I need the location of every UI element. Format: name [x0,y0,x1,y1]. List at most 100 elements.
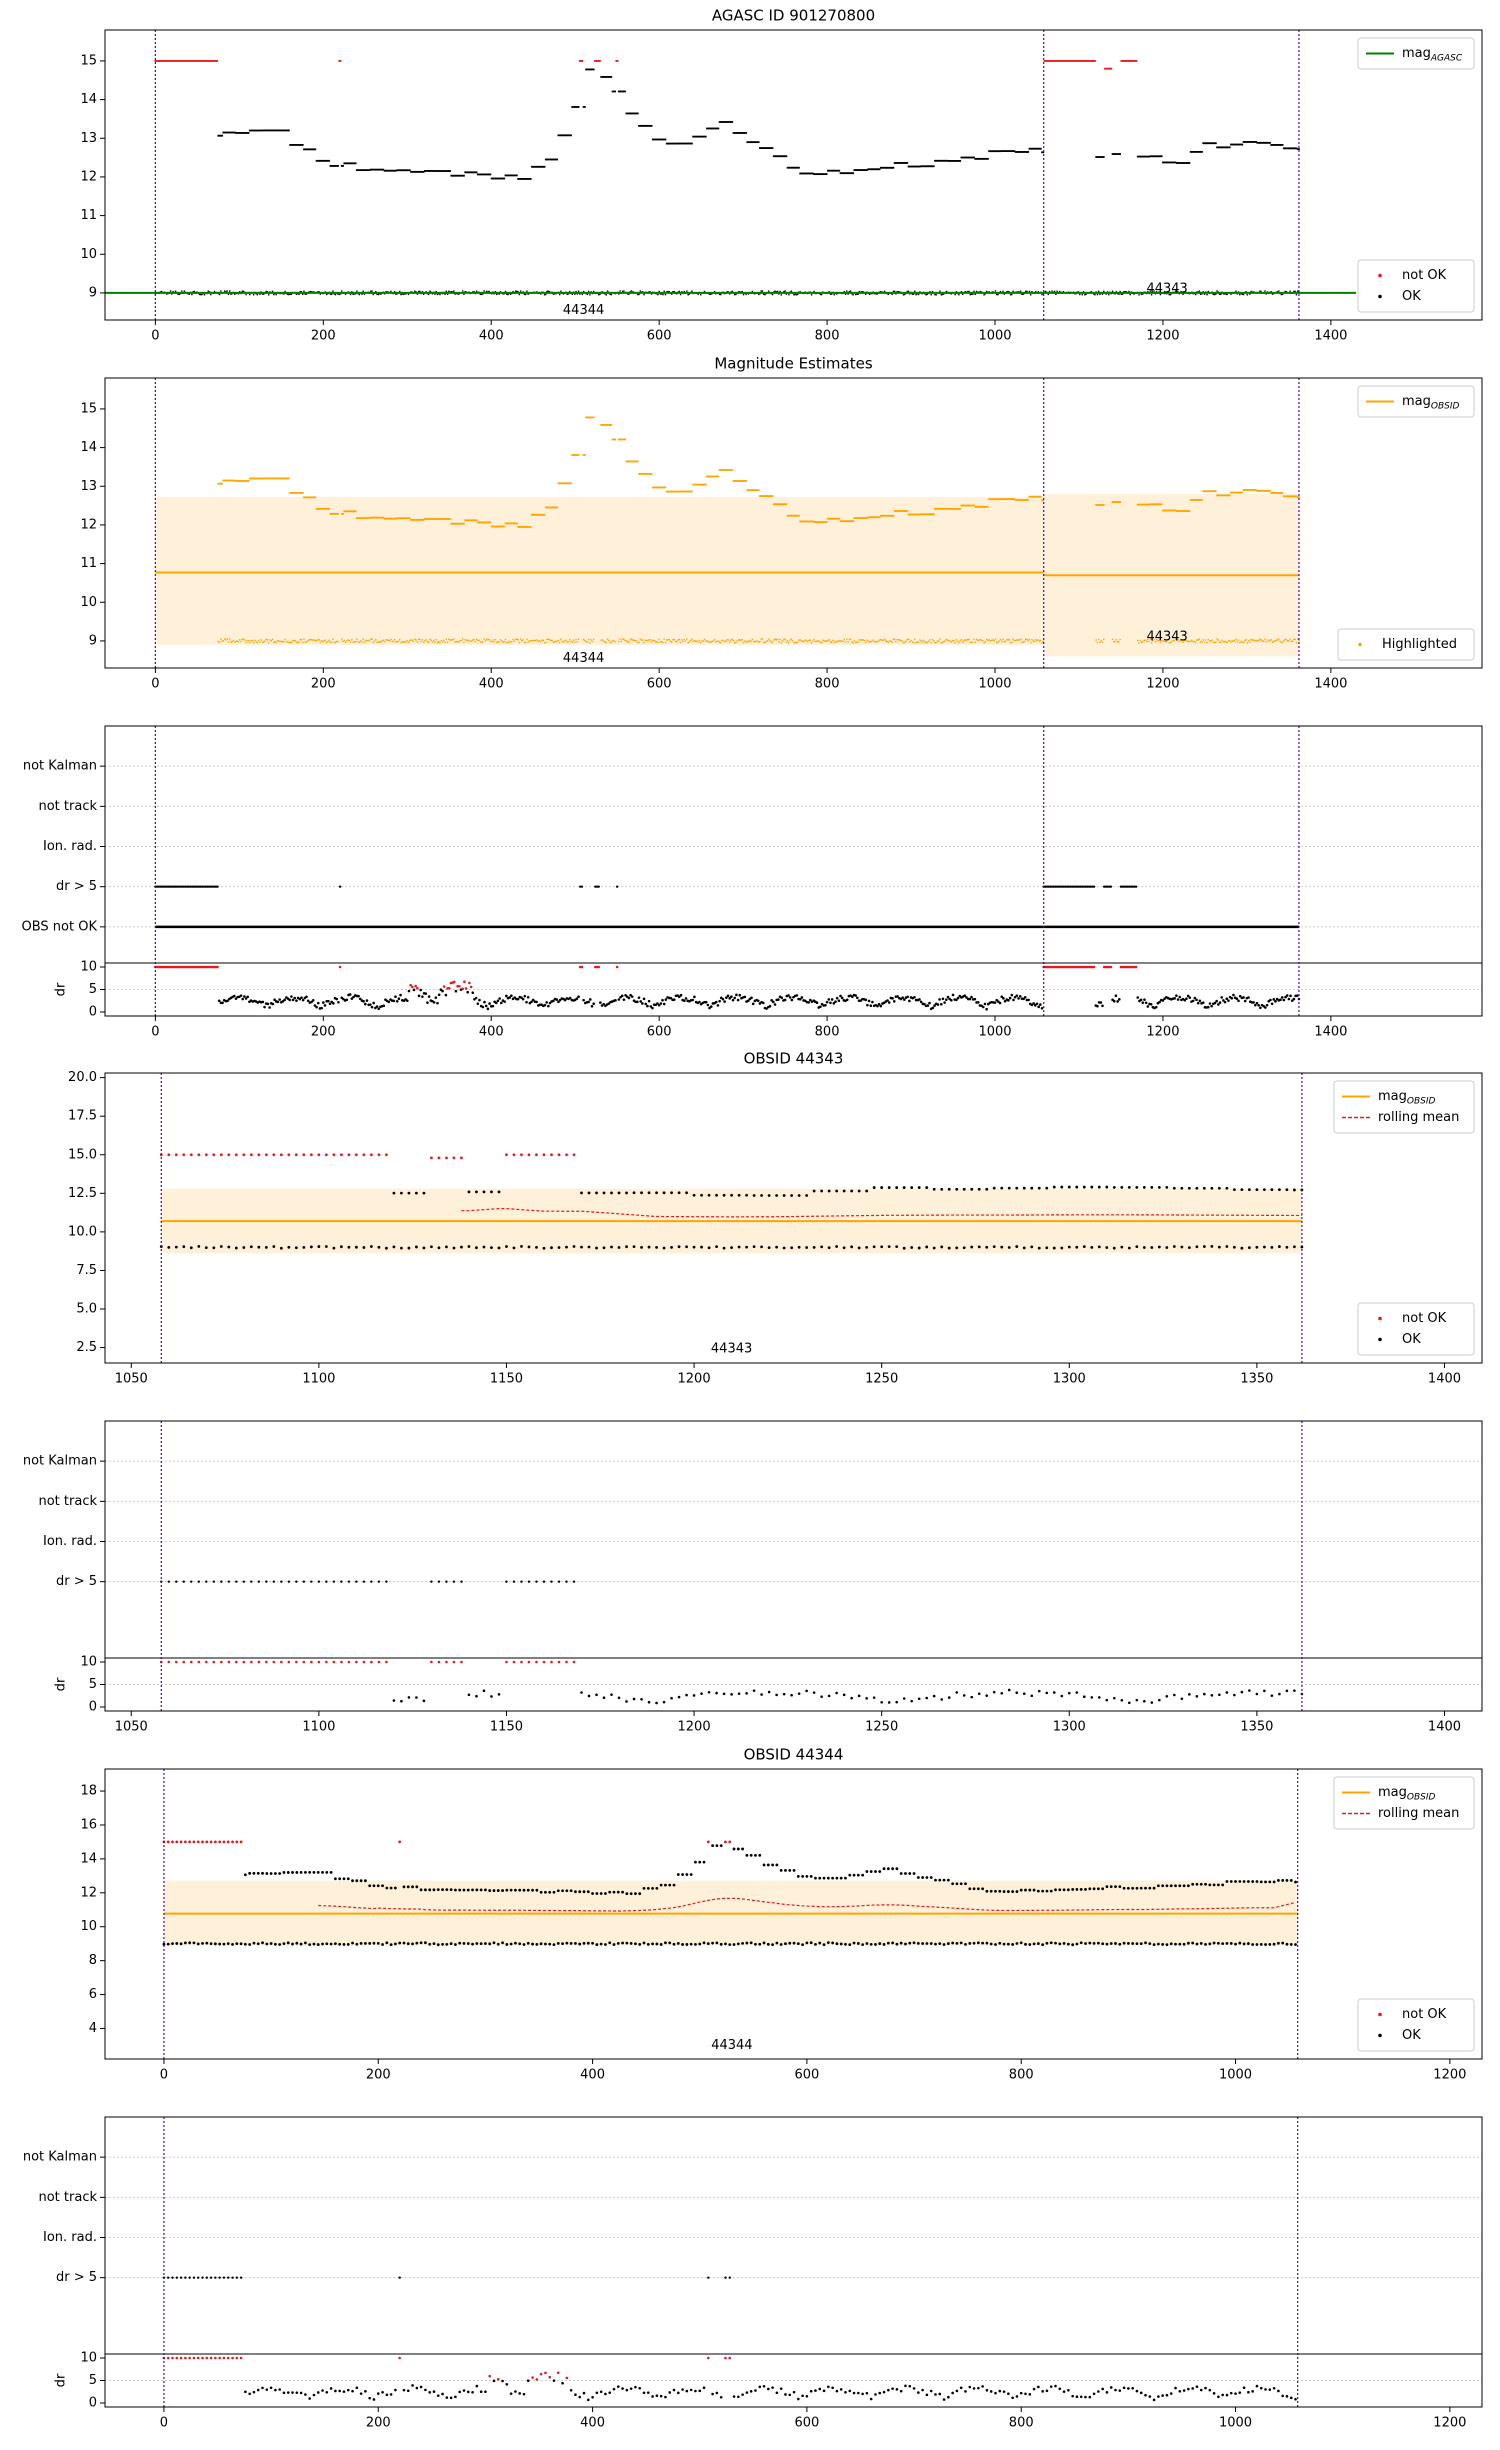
data-point-mag [651,138,654,141]
dr-point [908,999,911,1003]
flag-dr5-point [347,1580,351,1583]
data-point-mag-err [1153,638,1155,640]
data-point-mag [376,168,378,171]
data-point-mag [353,162,356,165]
data-point-mag [558,134,561,137]
data-point-mag-err [1090,290,1092,293]
flag-label: OBS not OK [22,919,98,934]
data-point-mag [382,516,385,519]
dr-point [965,996,968,999]
data-point-mag [1027,499,1030,501]
data-point-mag-err [650,293,653,295]
data-point-mag [1157,155,1159,158]
data-point-mag [316,159,319,162]
data-point-mag [656,486,659,489]
data-point-mag [445,518,448,520]
data-point-mag-err [1192,640,1194,643]
data-point-mag [1276,492,1279,494]
data-point-mag-err [265,290,267,293]
data-point-mag-err [526,290,528,292]
data-point-mag-err [540,293,542,295]
data-point-mag [921,513,924,516]
data-point-mag-err [939,290,941,292]
data-point-mag [393,169,396,172]
data-point-mag [1106,67,1109,70]
data-point-mag [1054,60,1057,62]
data-point-mag-err [1125,291,1128,293]
data-point-mag [444,518,446,520]
data-point-mag [678,490,681,493]
data-point-mag-err [922,639,925,642]
data-point-mag [896,510,899,512]
dr-point [768,1004,772,1008]
data-point-mag [279,477,281,480]
data-point-mag [512,1153,516,1157]
data-point-mag [776,503,779,506]
data-point-mag [910,165,912,168]
data-point-mag [1153,503,1156,506]
dr-point [1265,1003,1269,1007]
data-point-mag-err [1031,639,1033,641]
data-point-mag [711,475,713,478]
data-point-mag [1262,489,1265,492]
data-point-mag [570,134,572,137]
data-point-mag-err [235,1942,239,1946]
dr-point [735,993,738,997]
data-point-mag-err [429,290,431,292]
data-point-mag-err [964,290,966,293]
dr-point [725,996,728,999]
data-point-mag [707,127,710,130]
data-point-mag [937,159,940,162]
data-point-mag-err [1240,1246,1244,1250]
dr-point [407,1696,411,1699]
data-point-mag [922,513,925,516]
data-point-mag-err [1193,640,1196,643]
data-point-mag [861,169,863,171]
data-point-mag [1277,1188,1281,1192]
data-point-mag [874,168,877,171]
data-point-mag [552,158,555,161]
data-point-mag-err [621,290,624,293]
dr-point [332,1002,335,1005]
data-point-mag [964,156,967,159]
data-point-mag [401,517,404,520]
data-point-mag [1259,141,1261,144]
data-point-mag [422,1191,426,1195]
dr-point [327,999,330,1003]
data-point-mag-err [650,641,653,643]
data-point-mag-err [242,290,245,293]
data-point-mag [541,513,543,516]
dr-point [486,1007,490,1011]
data-point-mag [820,521,823,524]
data-point-mag [460,1156,463,1160]
data-point-mag-err [707,640,709,643]
dr-point [1034,1004,1037,1007]
data-point-mag [460,522,463,525]
dr-point [295,1660,298,1664]
data-point-mag [228,131,231,134]
data-point-mag-err [835,1245,839,1248]
dr-point [820,1695,823,1698]
data-point-mag [576,454,579,456]
data-point-mag [236,132,239,134]
data-point-mag [872,168,875,171]
data-point-mag-err [487,639,489,641]
data-point-mag [818,173,821,176]
dr-point [291,998,295,1002]
data-point-mag [1185,510,1188,512]
data-point-mag [388,517,391,520]
data-point-mag-err [1276,639,1279,641]
data-point-mag-err [911,293,914,295]
data-point-mag-err [1060,1246,1064,1250]
data-point-mag [532,165,535,168]
x-tick-label: 1400 [1314,1025,1347,1040]
data-point-mag [259,477,261,480]
data-point-mag-err [815,640,818,643]
y-tick-label: 12.5 [68,1186,97,1201]
data-point-mag-err [451,639,454,641]
data-point-mag-err [935,642,937,644]
data-point-mag [775,1194,779,1197]
data-point-mag-err [490,641,493,643]
data-point-mag-err [831,641,833,643]
data-point-mag [1038,495,1041,498]
